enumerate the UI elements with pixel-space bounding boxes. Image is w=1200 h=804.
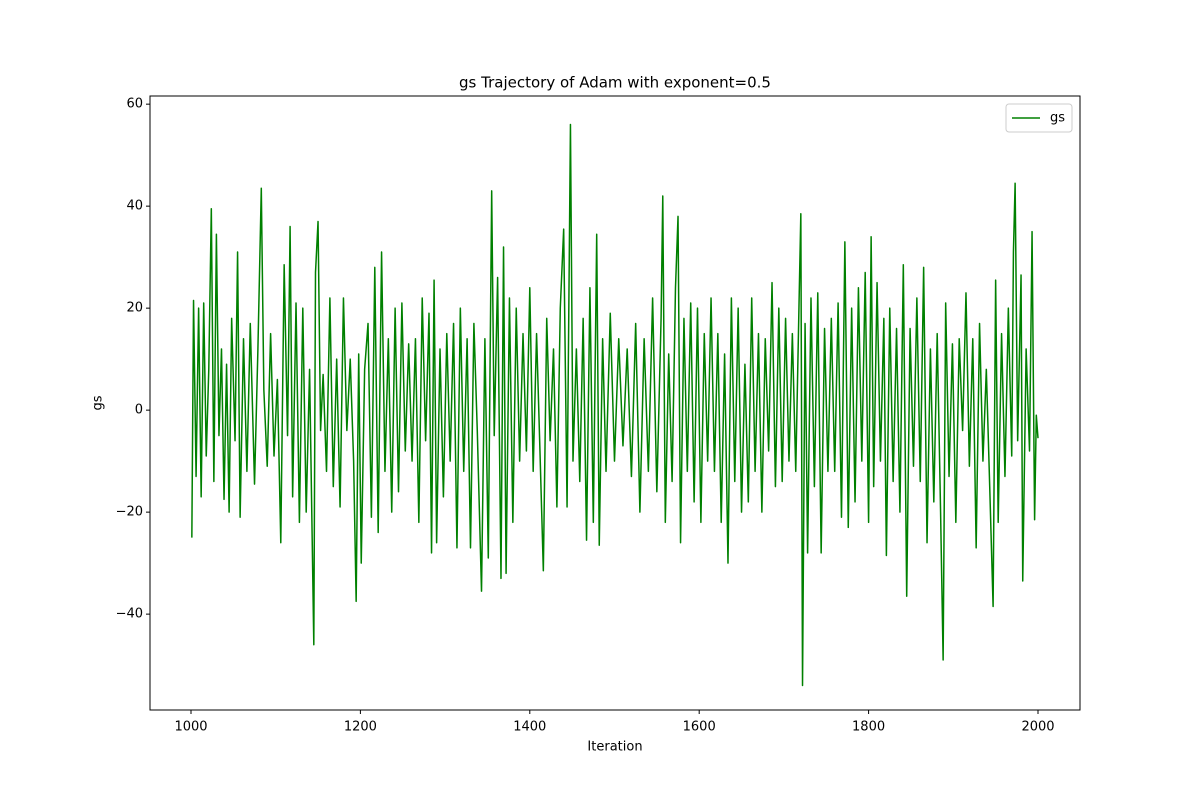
x-tick-label: 1600 <box>683 720 716 735</box>
x-tick-label: 1200 <box>344 720 377 735</box>
y-tick-label: 40 <box>126 199 143 214</box>
y-tick-label: −40 <box>116 607 143 622</box>
x-tick-label: 2000 <box>1021 720 1054 735</box>
plot-frame <box>149 95 1081 711</box>
x-tick-label: 1800 <box>852 720 885 735</box>
legend-label: gs <box>1050 111 1065 126</box>
y-axis-label: gs <box>91 395 106 410</box>
y-tick-label: 0 <box>135 403 143 418</box>
y-tick-label: 60 <box>126 97 143 112</box>
y-tick-label: 20 <box>126 301 143 316</box>
x-axis-label: Iteration <box>587 740 642 755</box>
x-tick-label: 1400 <box>513 720 546 735</box>
y-tick-label: −20 <box>116 505 143 520</box>
chart-title: gs Trajectory of Adam with exponent=0.5 <box>459 74 771 92</box>
x-tick-label: 1000 <box>174 720 207 735</box>
data-line <box>191 123 1039 687</box>
